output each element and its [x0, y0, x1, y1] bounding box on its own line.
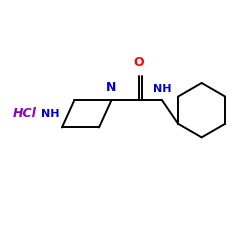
Text: N: N: [106, 81, 117, 94]
Text: HCl: HCl: [13, 108, 37, 120]
Text: NH: NH: [153, 84, 171, 94]
Text: O: O: [133, 56, 144, 69]
Text: NH: NH: [42, 109, 60, 119]
